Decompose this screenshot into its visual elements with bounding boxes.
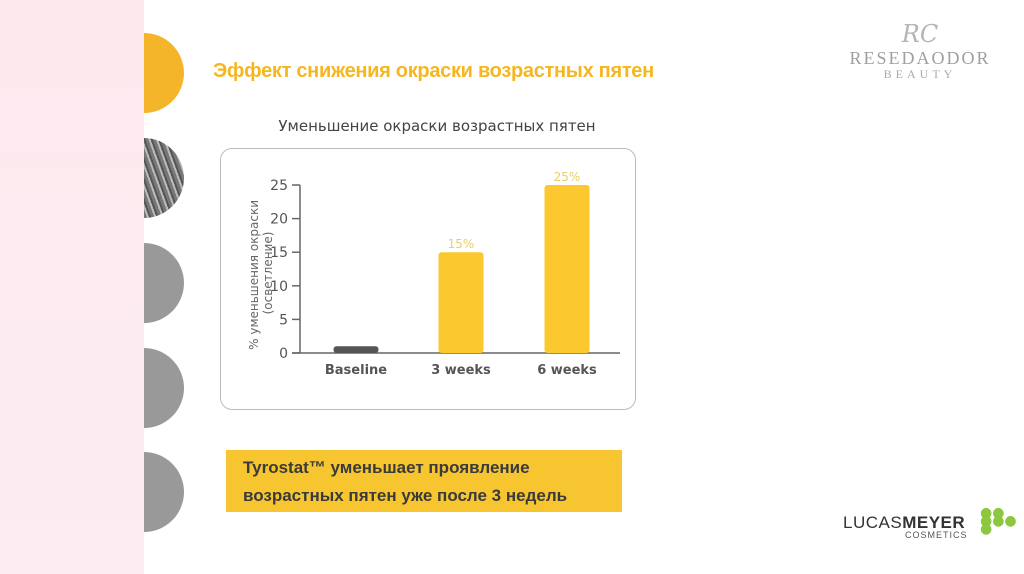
y-tick-label: 15 [270,245,288,261]
y-tick-label: 5 [279,312,288,328]
logo-dots-icon: ●● ●●● ● [980,505,1017,537]
y-tick-label: 25 [270,178,288,194]
y-tick-label: 0 [279,346,288,362]
resedaodor-logo: RC RESEDAODOR BEAUTY [840,20,1000,82]
nav-dot [144,452,184,532]
callout-line: возрастных пятен уже после 3 недель [243,486,568,505]
chart-frame [220,148,636,410]
y-axis-label: % уменьшения окраски (осветление) [247,196,275,350]
logo-name: RESEDAODOR [849,48,991,68]
callout-box: Tyrostat™ уменьшает проявление возрастны… [226,450,622,512]
lucasmeyer-logo: LUCASMEYER COSMETICS ●● ●●● ● [843,506,1017,540]
logo-sub: COSMETICS [905,530,968,540]
nav-dot-image [144,138,184,218]
bar-6-weeks [544,185,590,353]
callout-line: Tyrostat™ уменьшает проявление [243,458,530,477]
data-label: 15% [448,237,475,251]
nav-dot-active [144,33,184,113]
nav-dot [144,348,184,428]
x-tick-label: Baseline [325,363,387,378]
y-tick-label: 10 [270,279,288,295]
slide-title: Эффект снижения окраски возрастных пятен [213,60,654,82]
bar-baseline [333,346,379,353]
chart-title: Уменьшение окраски возрастных пятен [278,117,596,135]
bar-3-weeks [438,252,484,353]
data-label: 25% [554,170,581,184]
x-tick-label: 3 weeks [431,363,491,378]
y-tick-label: 20 [270,212,288,228]
side-panel [0,0,144,574]
logo-part1: LUCAS [843,513,903,532]
logo-monogram: RC [901,20,939,48]
x-tick-label: 6 weeks [537,363,597,378]
bar-chart: % уменьшения окраски (осветление) 0 5 10 15… [247,170,620,378]
logo-part2: MEYER [902,513,966,532]
nav-dot [144,243,184,323]
logo-sub: BEAUTY [883,67,957,81]
